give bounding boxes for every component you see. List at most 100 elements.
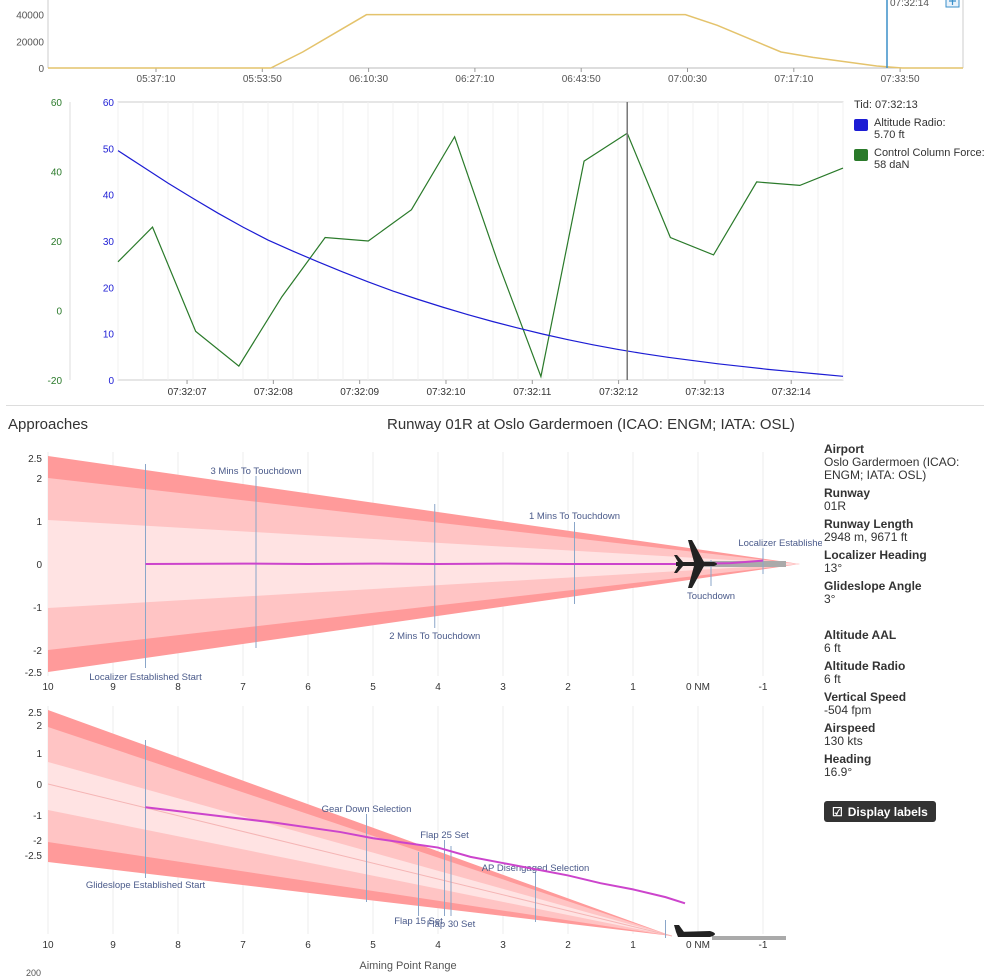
loc-x-tick: 2 xyxy=(565,682,571,693)
gs-y-tick: -1 xyxy=(33,811,42,822)
approaches-title: Approaches xyxy=(8,416,89,433)
loc-x-tick: 3 xyxy=(500,682,506,693)
detail-x-tick: 07:32:07 xyxy=(168,387,207,398)
legend-name: Altitude Radio: xyxy=(874,117,946,129)
legend-swatch-blue xyxy=(854,119,868,131)
airspeed-label: Airspeed xyxy=(824,721,876,735)
overview-x-tick: 06:43:50 xyxy=(562,74,601,85)
gs-x-tick: -1 xyxy=(759,940,768,951)
aircraft-side-icon xyxy=(674,925,715,937)
loc-x-tick: 5 xyxy=(370,682,376,693)
overview-y-tick: 40000 xyxy=(16,11,44,22)
glideslope-cone-mid xyxy=(48,727,672,936)
altitude-radio-label: Altitude Radio xyxy=(824,659,906,673)
loc-x-tick: 1 xyxy=(630,682,636,693)
glideslope-runway xyxy=(712,936,786,940)
detail-inner-y-tick: 30 xyxy=(103,237,115,248)
vertical-speed-value: -504 fpm xyxy=(824,703,872,717)
detail-x-tick: 07:32:11 xyxy=(513,387,552,398)
airport-label: Airport xyxy=(824,442,864,456)
airspeed-value: 130 kts xyxy=(824,734,863,748)
localizer-heading-value: 13° xyxy=(824,561,843,575)
overview-chart[interactable]: 40000 20000 0 05:37:10 05:53:50 06:10:30 06:2… xyxy=(0,0,990,92)
detail-outer-y-tick: 20 xyxy=(51,237,63,248)
glideslope-cone-outer xyxy=(48,710,672,936)
loc-y-tick: 2 xyxy=(36,474,42,485)
altitude-aal-label: Altitude AAL xyxy=(824,628,897,642)
gs-annotation-label[interactable]: Flap 15 Set xyxy=(394,916,443,927)
detail-chart[interactable]: 0 10 20 30 40 50 60 -20 0 20 40 60 07:32:07 07:32:0… xyxy=(0,92,990,402)
localizer-heading-label: Localizer Heading xyxy=(824,548,927,562)
glideslope-chart[interactable]: Glideslope Established Start Gear Down Se… xyxy=(0,702,822,976)
gs-annotation-label[interactable]: Flap 25 Set xyxy=(420,830,469,841)
detail-inner-y-tick: 20 xyxy=(103,283,115,294)
glideslope-cone-inner xyxy=(48,762,672,936)
loc-annotation-label[interactable]: Touchdown xyxy=(687,591,735,602)
altitude-aal-value: 6 ft xyxy=(824,641,841,655)
runway-title: Runway 01R at Oslo Gardermoen (ICAO: ENG… xyxy=(387,416,795,433)
loc-annotation-label[interactable]: 3 Mins To Touchdown xyxy=(210,466,301,477)
gs-annotation-label[interactable]: Flap 30 Set xyxy=(427,919,476,930)
loc-x-tick: 9 xyxy=(110,682,116,693)
overview-y-tick: 0 xyxy=(38,64,44,75)
detail-outer-y-tick: -20 xyxy=(48,376,63,387)
gs-y-tick: -2.5 xyxy=(25,851,43,862)
checkbox-edit-icon: ☑ xyxy=(832,804,843,819)
localizer-chart[interactable]: Localizer Established Start 3 Mins To Tou… xyxy=(0,448,822,698)
legend-time: Tid: 07:32:13 xyxy=(854,99,918,111)
section-divider xyxy=(6,405,984,406)
loc-y-tick: -2 xyxy=(33,646,42,657)
gs-x-tick: 6 xyxy=(305,940,311,951)
legend-item-altitude-radio[interactable]: Altitude Radio: 5.70 ft xyxy=(854,117,990,141)
gs-y-tick: -2 xyxy=(33,836,42,847)
localizer-runway xyxy=(700,561,786,567)
display-labels-label: Display labels xyxy=(847,804,928,819)
gs-x-tick: 1 xyxy=(630,940,636,951)
gs-y-tick: 2.5 xyxy=(28,708,42,719)
loc-annotation-label[interactable]: 1 Mins To Touchdown xyxy=(529,511,620,522)
legend-swatch-green xyxy=(854,149,868,161)
gs-x-tick: 9 xyxy=(110,940,116,951)
detail-inner-y-tick: 60 xyxy=(103,98,115,109)
detail-outer-y-tick: 60 xyxy=(51,98,63,109)
detail-outer-y-tick: 40 xyxy=(51,168,63,179)
gs-x-tick: 10 xyxy=(42,940,54,951)
gs-annotation-label[interactable]: Glideslope Established Start xyxy=(86,880,206,891)
vertical-speed-label: Vertical Speed xyxy=(824,690,907,704)
detail-inner-y-tick: 10 xyxy=(103,330,115,341)
gs-y-tick: 1 xyxy=(36,749,42,760)
gs-x-tick: 3 xyxy=(500,940,506,951)
gs-x-tick: 7 xyxy=(240,940,246,951)
overview-x-tick: 05:53:50 xyxy=(243,74,282,85)
overview-zoom-icon-glyph xyxy=(949,0,956,5)
legend-item-control-column-force[interactable]: Control Column Force: 58 daN xyxy=(854,147,990,171)
overview-y-tick: 20000 xyxy=(16,37,44,48)
detail-inner-y-tick: 0 xyxy=(108,376,114,387)
glideslope-center-line xyxy=(47,783,673,937)
glideslope-x-axis-label: Aiming Point Range xyxy=(359,960,456,972)
gs-x-tick: 4 xyxy=(435,940,441,951)
loc-annotation-label[interactable]: Localizer Established End xyxy=(738,538,822,549)
overview-x-tick: 07:17:10 xyxy=(774,74,813,85)
loc-x-tick: 6 xyxy=(305,682,311,693)
display-labels-button[interactable]: ☑ Display labels xyxy=(824,801,936,822)
overview-x-tick: 06:10:30 xyxy=(349,74,388,85)
gs-x-tick: 8 xyxy=(175,940,181,951)
heading-value: 16.9° xyxy=(824,765,853,779)
gs-x-tick: 2 xyxy=(565,940,571,951)
airport-value: Oslo Gardermoen (ICAO: ENGM; IATA: OSL) xyxy=(824,455,960,482)
loc-x-tick: -1 xyxy=(759,682,768,693)
loc-annotation-label[interactable]: 2 Mins To Touchdown xyxy=(389,631,480,642)
gs-x-tick: 0 NM xyxy=(686,940,710,951)
legend-value: 5.70 ft xyxy=(874,129,905,141)
detail-x-tick: 07:32:13 xyxy=(685,387,724,398)
control-column-force-line xyxy=(117,132,844,379)
bottom-cut-text: 200 xyxy=(26,968,42,978)
glideslope-angle-label: Glideslope Angle xyxy=(824,579,922,593)
heading-label: Heading xyxy=(824,752,872,766)
gs-annotation-label[interactable]: Gear Down Selection xyxy=(322,804,412,815)
gs-y-tick: 2 xyxy=(36,721,42,732)
aircraft-top-icon xyxy=(674,540,717,588)
loc-annotation-label[interactable]: Localizer Established Start xyxy=(89,672,202,683)
loc-y-tick: -1 xyxy=(33,603,42,614)
